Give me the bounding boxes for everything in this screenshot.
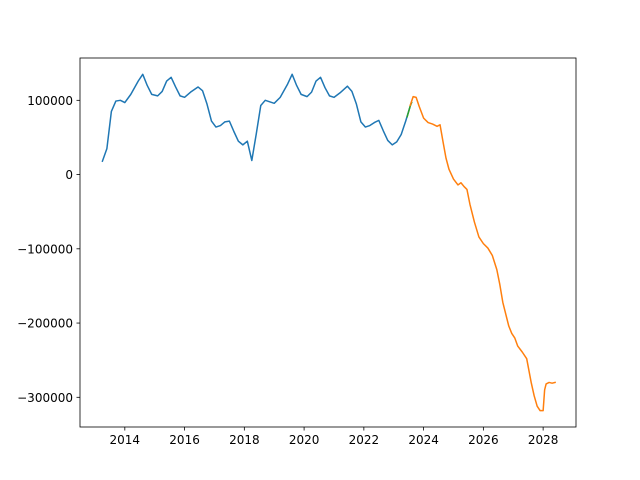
x-tick-label: 2020 [289,433,320,447]
x-tick-label: 2014 [110,433,141,447]
y-tick-label: −300000 [17,391,73,405]
y-tick-label: 100000 [27,94,73,108]
y-tick-label: 0 [65,168,73,182]
series-line [101,73,412,163]
x-tick-label: 2028 [528,433,559,447]
x-tick-label: 2026 [468,433,499,447]
y-axis: 100000 0 −100000 −200000 −300000 [17,94,80,405]
y-tick-label: −100000 [17,242,73,256]
y-tick-label: −200000 [17,317,73,331]
plot-frame [79,57,577,428]
x-axis: 2014 2016 2018 2020 2022 2024 2026 2028 [110,427,559,447]
x-tick-label: 2022 [349,433,380,447]
x-tick-label: 2018 [229,433,260,447]
x-tick-label: 2024 [408,433,439,447]
series-line [409,95,556,412]
series-layer [101,73,556,412]
x-tick-label: 2016 [169,433,200,447]
